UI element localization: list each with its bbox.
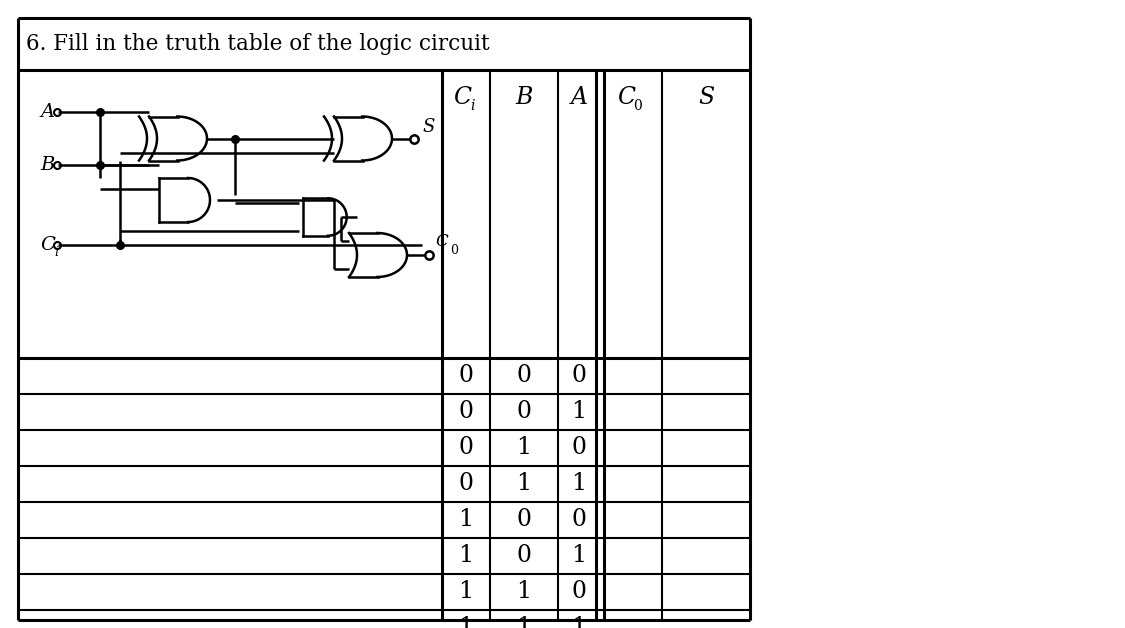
Text: 0: 0 bbox=[516, 509, 531, 531]
Text: 0: 0 bbox=[459, 401, 474, 423]
Text: 0: 0 bbox=[572, 509, 586, 531]
Text: B: B bbox=[515, 87, 533, 109]
Text: 1: 1 bbox=[572, 544, 586, 568]
Text: i: i bbox=[470, 99, 475, 113]
Text: 1: 1 bbox=[459, 544, 474, 568]
Text: A: A bbox=[40, 103, 54, 121]
Text: 6. Fill in the truth table of the logic circuit: 6. Fill in the truth table of the logic … bbox=[26, 33, 489, 55]
Text: 1: 1 bbox=[572, 617, 586, 628]
Text: 0: 0 bbox=[572, 580, 586, 604]
Text: S: S bbox=[422, 117, 434, 136]
Text: 0: 0 bbox=[459, 436, 474, 460]
Text: A: A bbox=[570, 87, 587, 109]
Text: 0: 0 bbox=[572, 436, 586, 460]
Text: i: i bbox=[54, 247, 58, 259]
Text: 1: 1 bbox=[572, 472, 586, 495]
Text: 0: 0 bbox=[516, 544, 531, 568]
Text: 0: 0 bbox=[633, 99, 642, 113]
Text: 0: 0 bbox=[516, 364, 531, 387]
Text: 0: 0 bbox=[450, 244, 458, 256]
Text: 1: 1 bbox=[572, 401, 586, 423]
Text: C: C bbox=[453, 87, 471, 109]
Text: 0: 0 bbox=[459, 364, 474, 387]
Text: S: S bbox=[698, 87, 714, 109]
Text: C: C bbox=[40, 236, 55, 254]
Text: 1: 1 bbox=[459, 617, 474, 628]
Text: 1: 1 bbox=[516, 580, 532, 604]
Text: 1: 1 bbox=[516, 617, 532, 628]
Text: 0: 0 bbox=[572, 364, 586, 387]
Text: 1: 1 bbox=[459, 509, 474, 531]
Text: 1: 1 bbox=[516, 472, 532, 495]
Text: B: B bbox=[40, 156, 54, 174]
Text: 1: 1 bbox=[459, 580, 474, 604]
Text: C: C bbox=[435, 232, 448, 249]
Text: 0: 0 bbox=[516, 401, 531, 423]
Text: 1: 1 bbox=[516, 436, 532, 460]
Text: 0: 0 bbox=[459, 472, 474, 495]
Text: C: C bbox=[616, 87, 634, 109]
